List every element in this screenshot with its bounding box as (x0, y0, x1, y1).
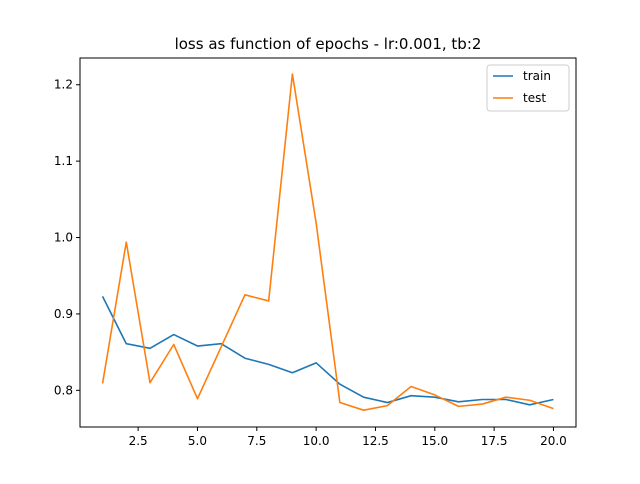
x-tick-label: 5.0 (188, 434, 207, 448)
y-tick-label: 1.1 (54, 154, 73, 168)
x-tick-label: 10.0 (303, 434, 330, 448)
series-line-test (101, 73, 554, 411)
series-line-train (101, 296, 554, 406)
legend: train test (486, 64, 570, 112)
series-layer (101, 73, 554, 411)
y-tick-label: 1.2 (54, 78, 73, 92)
y-tick-label: 0.9 (54, 307, 73, 321)
x-axis: 2.5 5.0 7.5 10.0 12.5 15.0 17.5 20.0 (129, 427, 567, 448)
y-axis: 0.8 0.9 1.0 1.1 1.2 (54, 78, 80, 397)
x-tick-label: 17.5 (481, 434, 508, 448)
legend-label-train: train (523, 69, 551, 83)
legend-label-test: test (523, 91, 546, 105)
plot-frame (79, 57, 577, 428)
y-tick-label: 1.0 (54, 231, 73, 245)
x-tick-label: 12.5 (362, 434, 389, 448)
chart-title: loss as function of epochs - lr:0.001, t… (175, 35, 482, 53)
x-tick-label: 15.0 (421, 434, 448, 448)
x-tick-label: 2.5 (129, 434, 148, 448)
y-tick-label: 0.8 (54, 383, 73, 397)
x-tick-label: 20.0 (540, 434, 567, 448)
x-tick-label: 7.5 (247, 434, 266, 448)
